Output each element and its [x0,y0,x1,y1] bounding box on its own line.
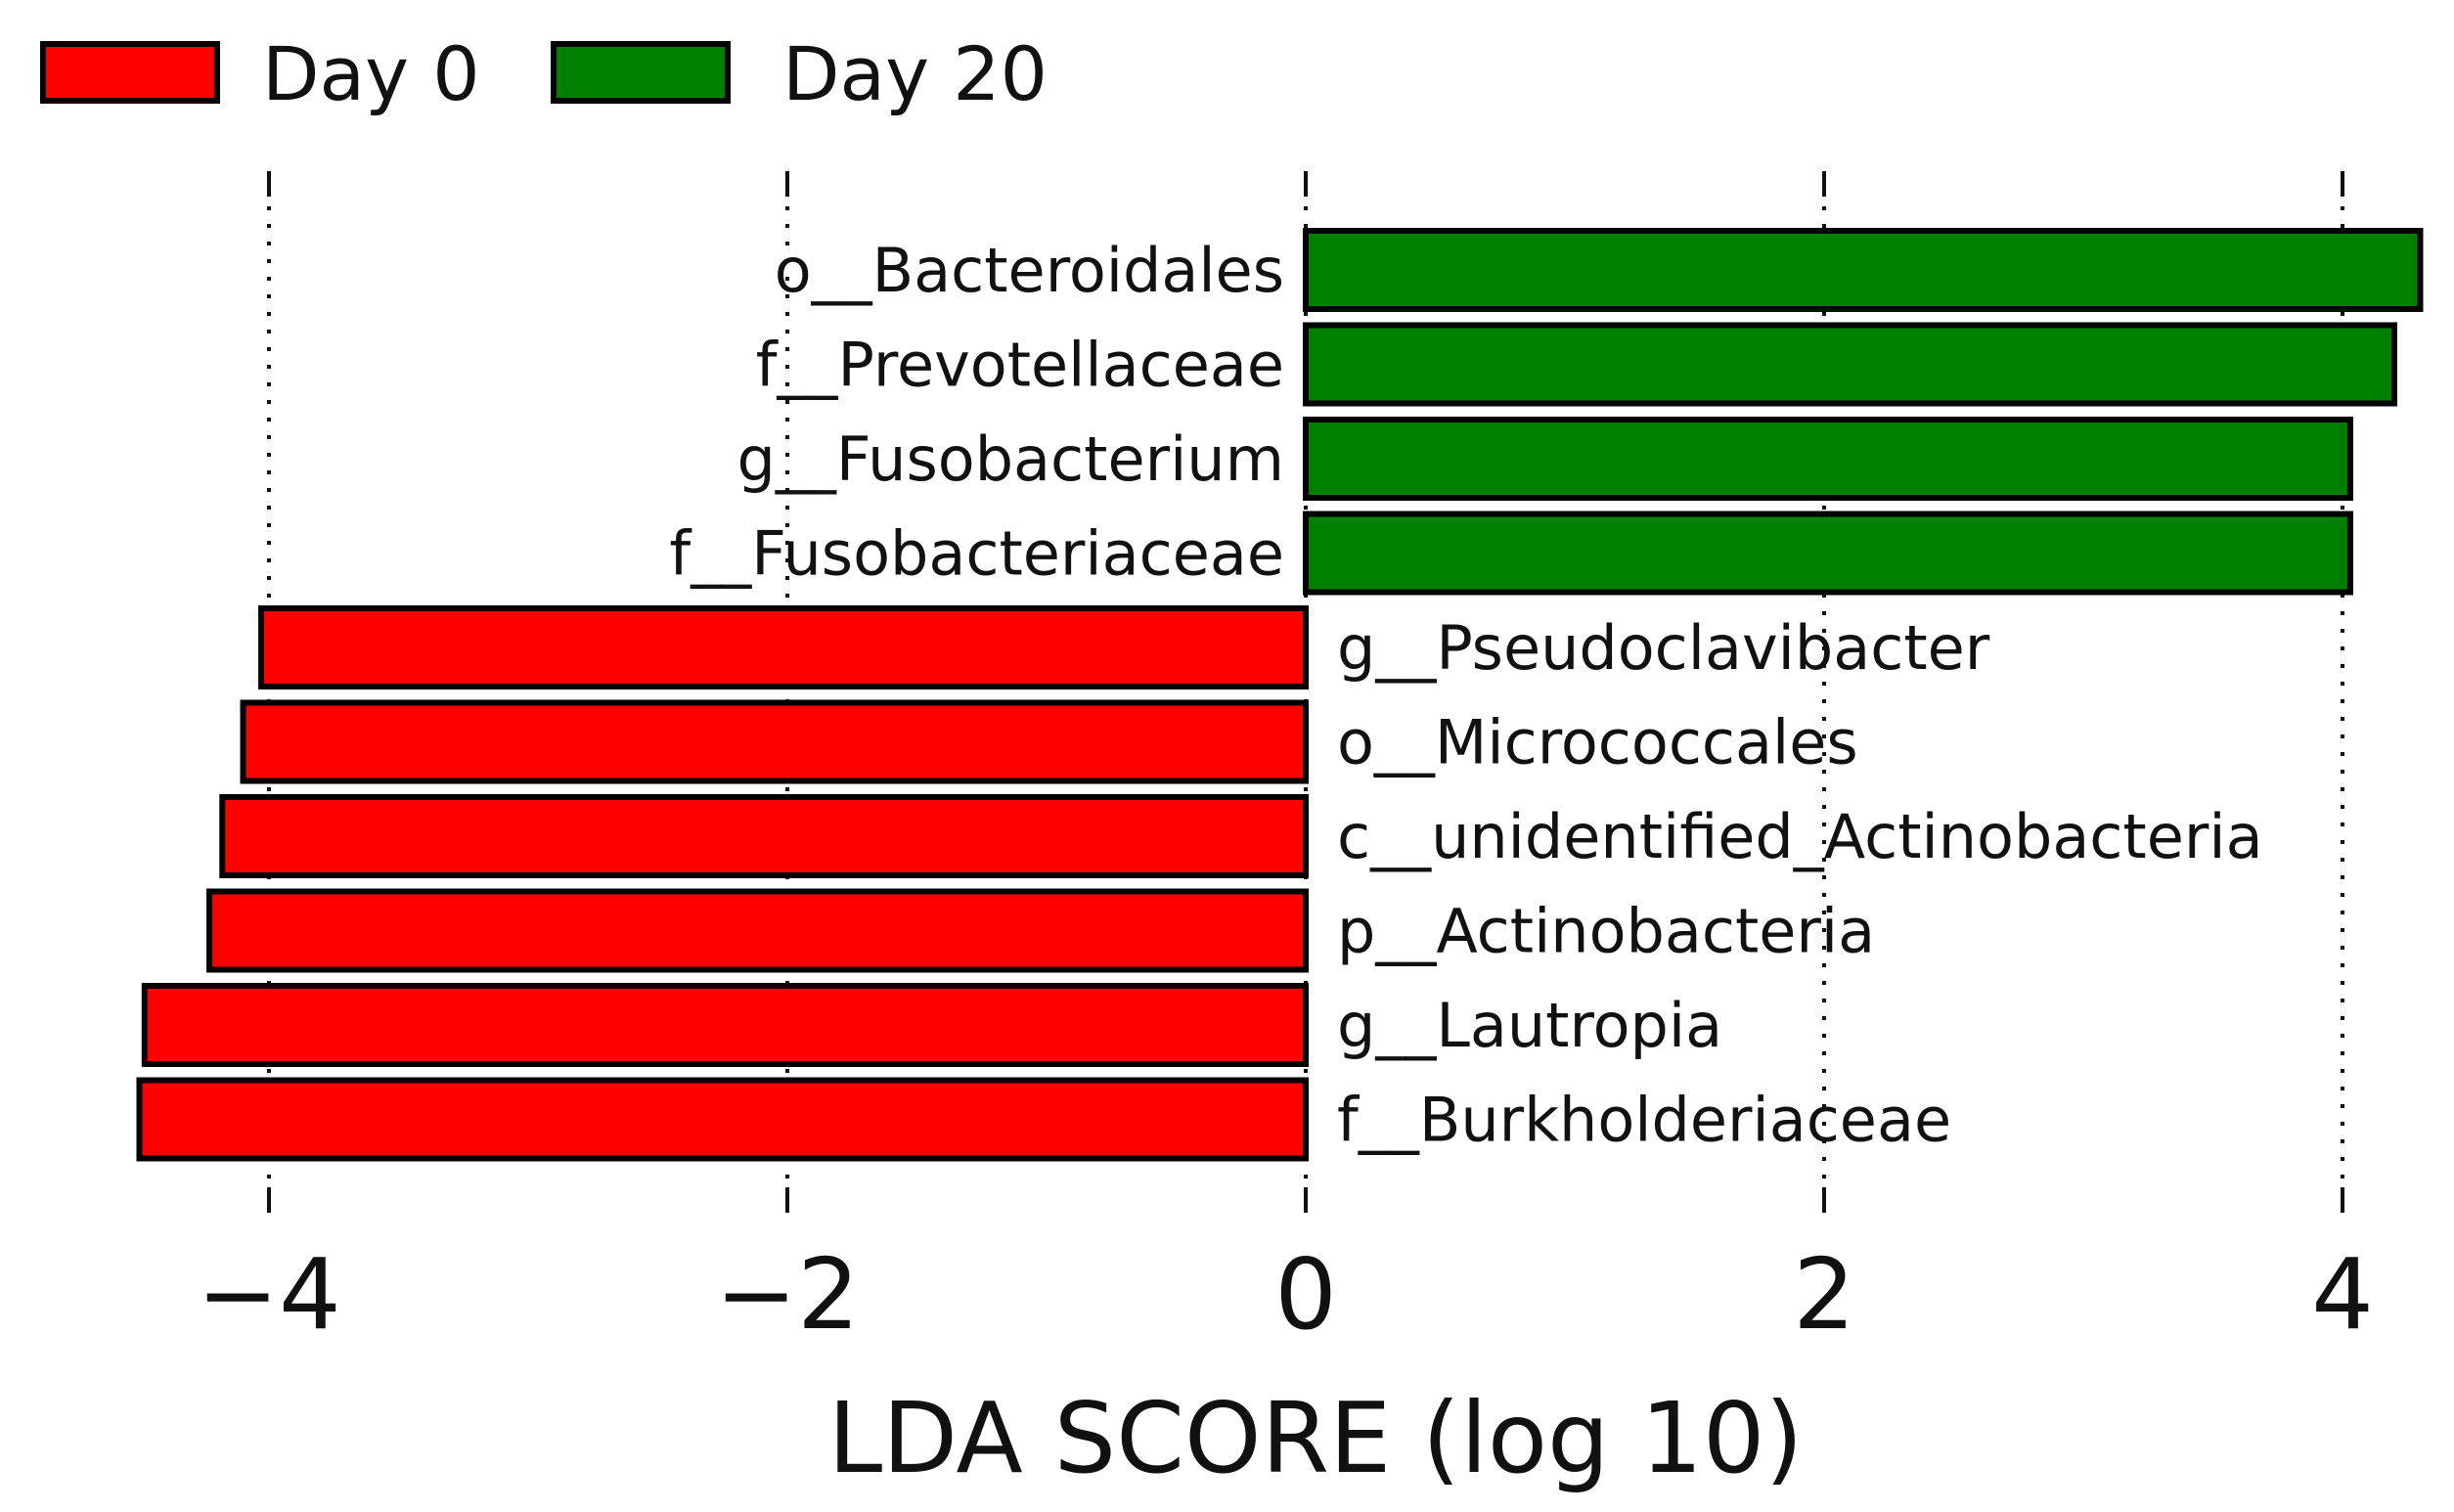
category-label: f__Fusobacteriaceae [669,518,1284,590]
legend-label: Day 0 [262,30,480,117]
bar-g-lautropia [141,983,1309,1067]
category-label: p__Actinobacteria [1337,896,1875,967]
category-label: g__Lautropia [1337,990,1722,1061]
bar-o-micrococcales [240,699,1309,784]
bar-p-actinobacteria [206,888,1309,973]
legend-swatch [40,41,220,104]
bar-g-pseudoclavibacter [258,605,1309,689]
bar-g-fusobacterium [1303,417,2353,501]
legend-swatch [551,41,731,104]
category-label: c__unidentified_Actinobacteria [1337,801,2263,872]
legend: Day 0 Day 20 [40,30,1048,117]
x-tick-label: 4 [2311,1237,2374,1352]
category-label: f__Burkholderiaceae [1337,1085,1951,1156]
bar-f-prevotellaceae [1303,322,2397,407]
category-label: o__Micrococcales [1337,707,1858,778]
category-label: g__Pseudoclavibacter [1337,612,1990,684]
category-label: f__Prevotellaceae [756,330,1284,401]
bars [136,228,2424,1162]
x-tick-label: −2 [715,1237,859,1352]
x-tick-label: 0 [1274,1237,1337,1352]
x-axis-label: LDA SCORE (log 10) [827,1381,1803,1495]
category-labels: o__Bacteroidales f__Prevotellaceae g__Fuso… [669,235,2262,1156]
category-label: g__Fusobacterium [737,423,1284,495]
category-label: o__Bacteroidales [775,235,1284,306]
legend-label: Day 20 [782,30,1048,117]
bar-c-unidentified-actinobacteria [219,794,1309,878]
x-tick-label: −4 [197,1237,340,1352]
bar-o-bacteroidales [1303,228,2424,312]
x-tick-label: 2 [1793,1237,1855,1352]
bar-f-fusobacteriaceae [1303,511,2353,596]
bar-f-burkholderiaceae [136,1077,1309,1162]
x-axis-ticks: −4 −2 0 2 4 [197,171,2374,1352]
